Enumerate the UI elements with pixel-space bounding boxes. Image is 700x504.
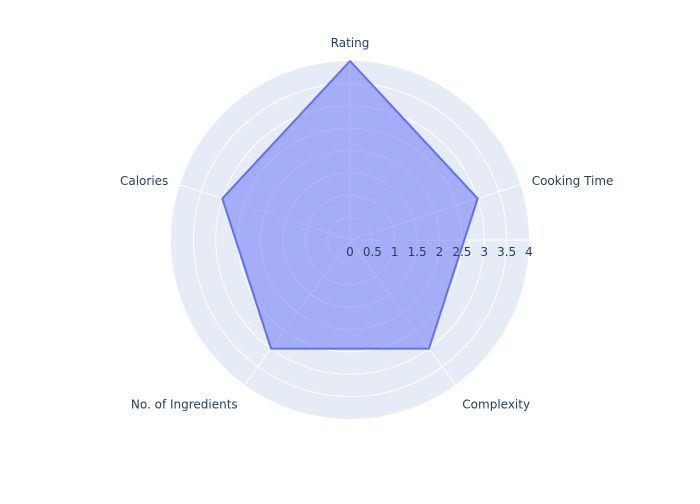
angular-axis-label: Rating bbox=[331, 36, 370, 50]
radial-tick-label: 2 bbox=[436, 245, 444, 259]
radial-tick-label: 4 bbox=[525, 245, 533, 259]
series-layer bbox=[221, 60, 479, 350]
radial-tick-label: 1.5 bbox=[408, 245, 427, 259]
radial-tick-label: 0 bbox=[346, 245, 354, 259]
radial-tick-label: 3.5 bbox=[497, 245, 516, 259]
radial-axis-ticks: 0 0.5 1 1.5 2 2.5 3 3.5 4 bbox=[346, 245, 533, 259]
angular-axis-labels: Rating Cooking Time Complexity No. of Ingre… bbox=[120, 36, 613, 412]
radial-tick-label: 3 bbox=[480, 245, 488, 259]
angular-axis-label: Cooking Time bbox=[532, 174, 614, 188]
angular-axis-label: Complexity bbox=[462, 398, 530, 412]
angular-axis-label: Calories bbox=[120, 174, 168, 188]
angular-axis-label: No. of Ingredients bbox=[131, 398, 238, 412]
radial-tick-label: 2.5 bbox=[452, 245, 471, 259]
radial-tick-label: 0.5 bbox=[363, 245, 382, 259]
series-polygon bbox=[221, 60, 479, 350]
radial-tick-label: 1 bbox=[391, 245, 399, 259]
